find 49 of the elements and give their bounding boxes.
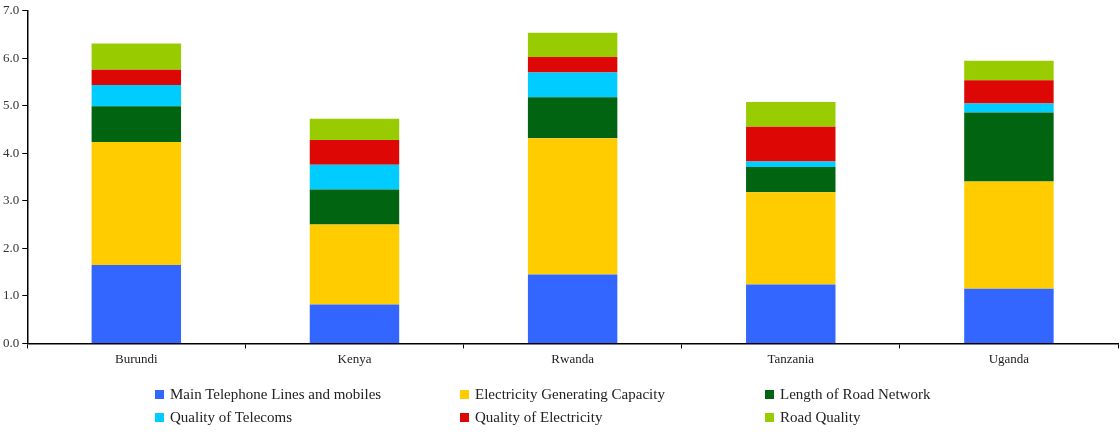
bar [746,192,836,285]
y-tick-label: 2.0 [3,239,20,255]
bar [746,284,836,343]
bar [964,60,1054,81]
legend-label: Electricity Generating Capacity [475,386,665,403]
y-tick-label: 4.0 [3,144,20,160]
bar [309,304,400,343]
legend-label: Main Telephone Lines and mobiles [170,386,382,403]
legend-label: Length of Road Network [780,386,931,403]
x-tick-label: Burundi [115,350,159,366]
legend-label: Road Quality [780,409,861,426]
bar [91,69,182,85]
x-tick-label: Uganda [988,350,1030,366]
y-tick-label: 1.0 [3,287,20,303]
legend-label: Quality of Electricity [475,409,603,426]
bar [309,140,400,165]
bar [527,56,618,73]
bar [527,32,618,57]
bar [91,141,182,265]
bar [746,102,836,127]
bar [309,118,400,141]
bar [527,138,618,275]
x-tick-label: Rwanda [551,350,595,366]
x-tick-label: Tanzania [767,350,815,366]
bar [91,106,182,142]
bar [527,274,618,343]
y-tick-label: 7.0 [3,2,20,18]
y-tick-label: 0.0 [3,334,20,350]
bar [964,103,1054,113]
bar [309,164,400,190]
y-tick-label: 6.0 [3,49,20,65]
bar [527,97,618,139]
bar [309,224,400,305]
bar [964,288,1054,343]
bar [91,265,182,343]
bar [91,84,182,107]
legend-label: Quality of Telecoms [170,409,292,426]
bar [527,72,618,98]
bar [964,181,1054,289]
bar [746,161,836,168]
bar [746,126,836,162]
bar [91,43,182,70]
bar [964,80,1054,104]
bar [746,167,836,193]
x-tick-label: Kenya [337,350,372,366]
bar [309,189,400,225]
y-tick-label: 5.0 [3,97,20,113]
bar [964,112,1054,182]
y-tick-label: 3.0 [3,192,20,208]
